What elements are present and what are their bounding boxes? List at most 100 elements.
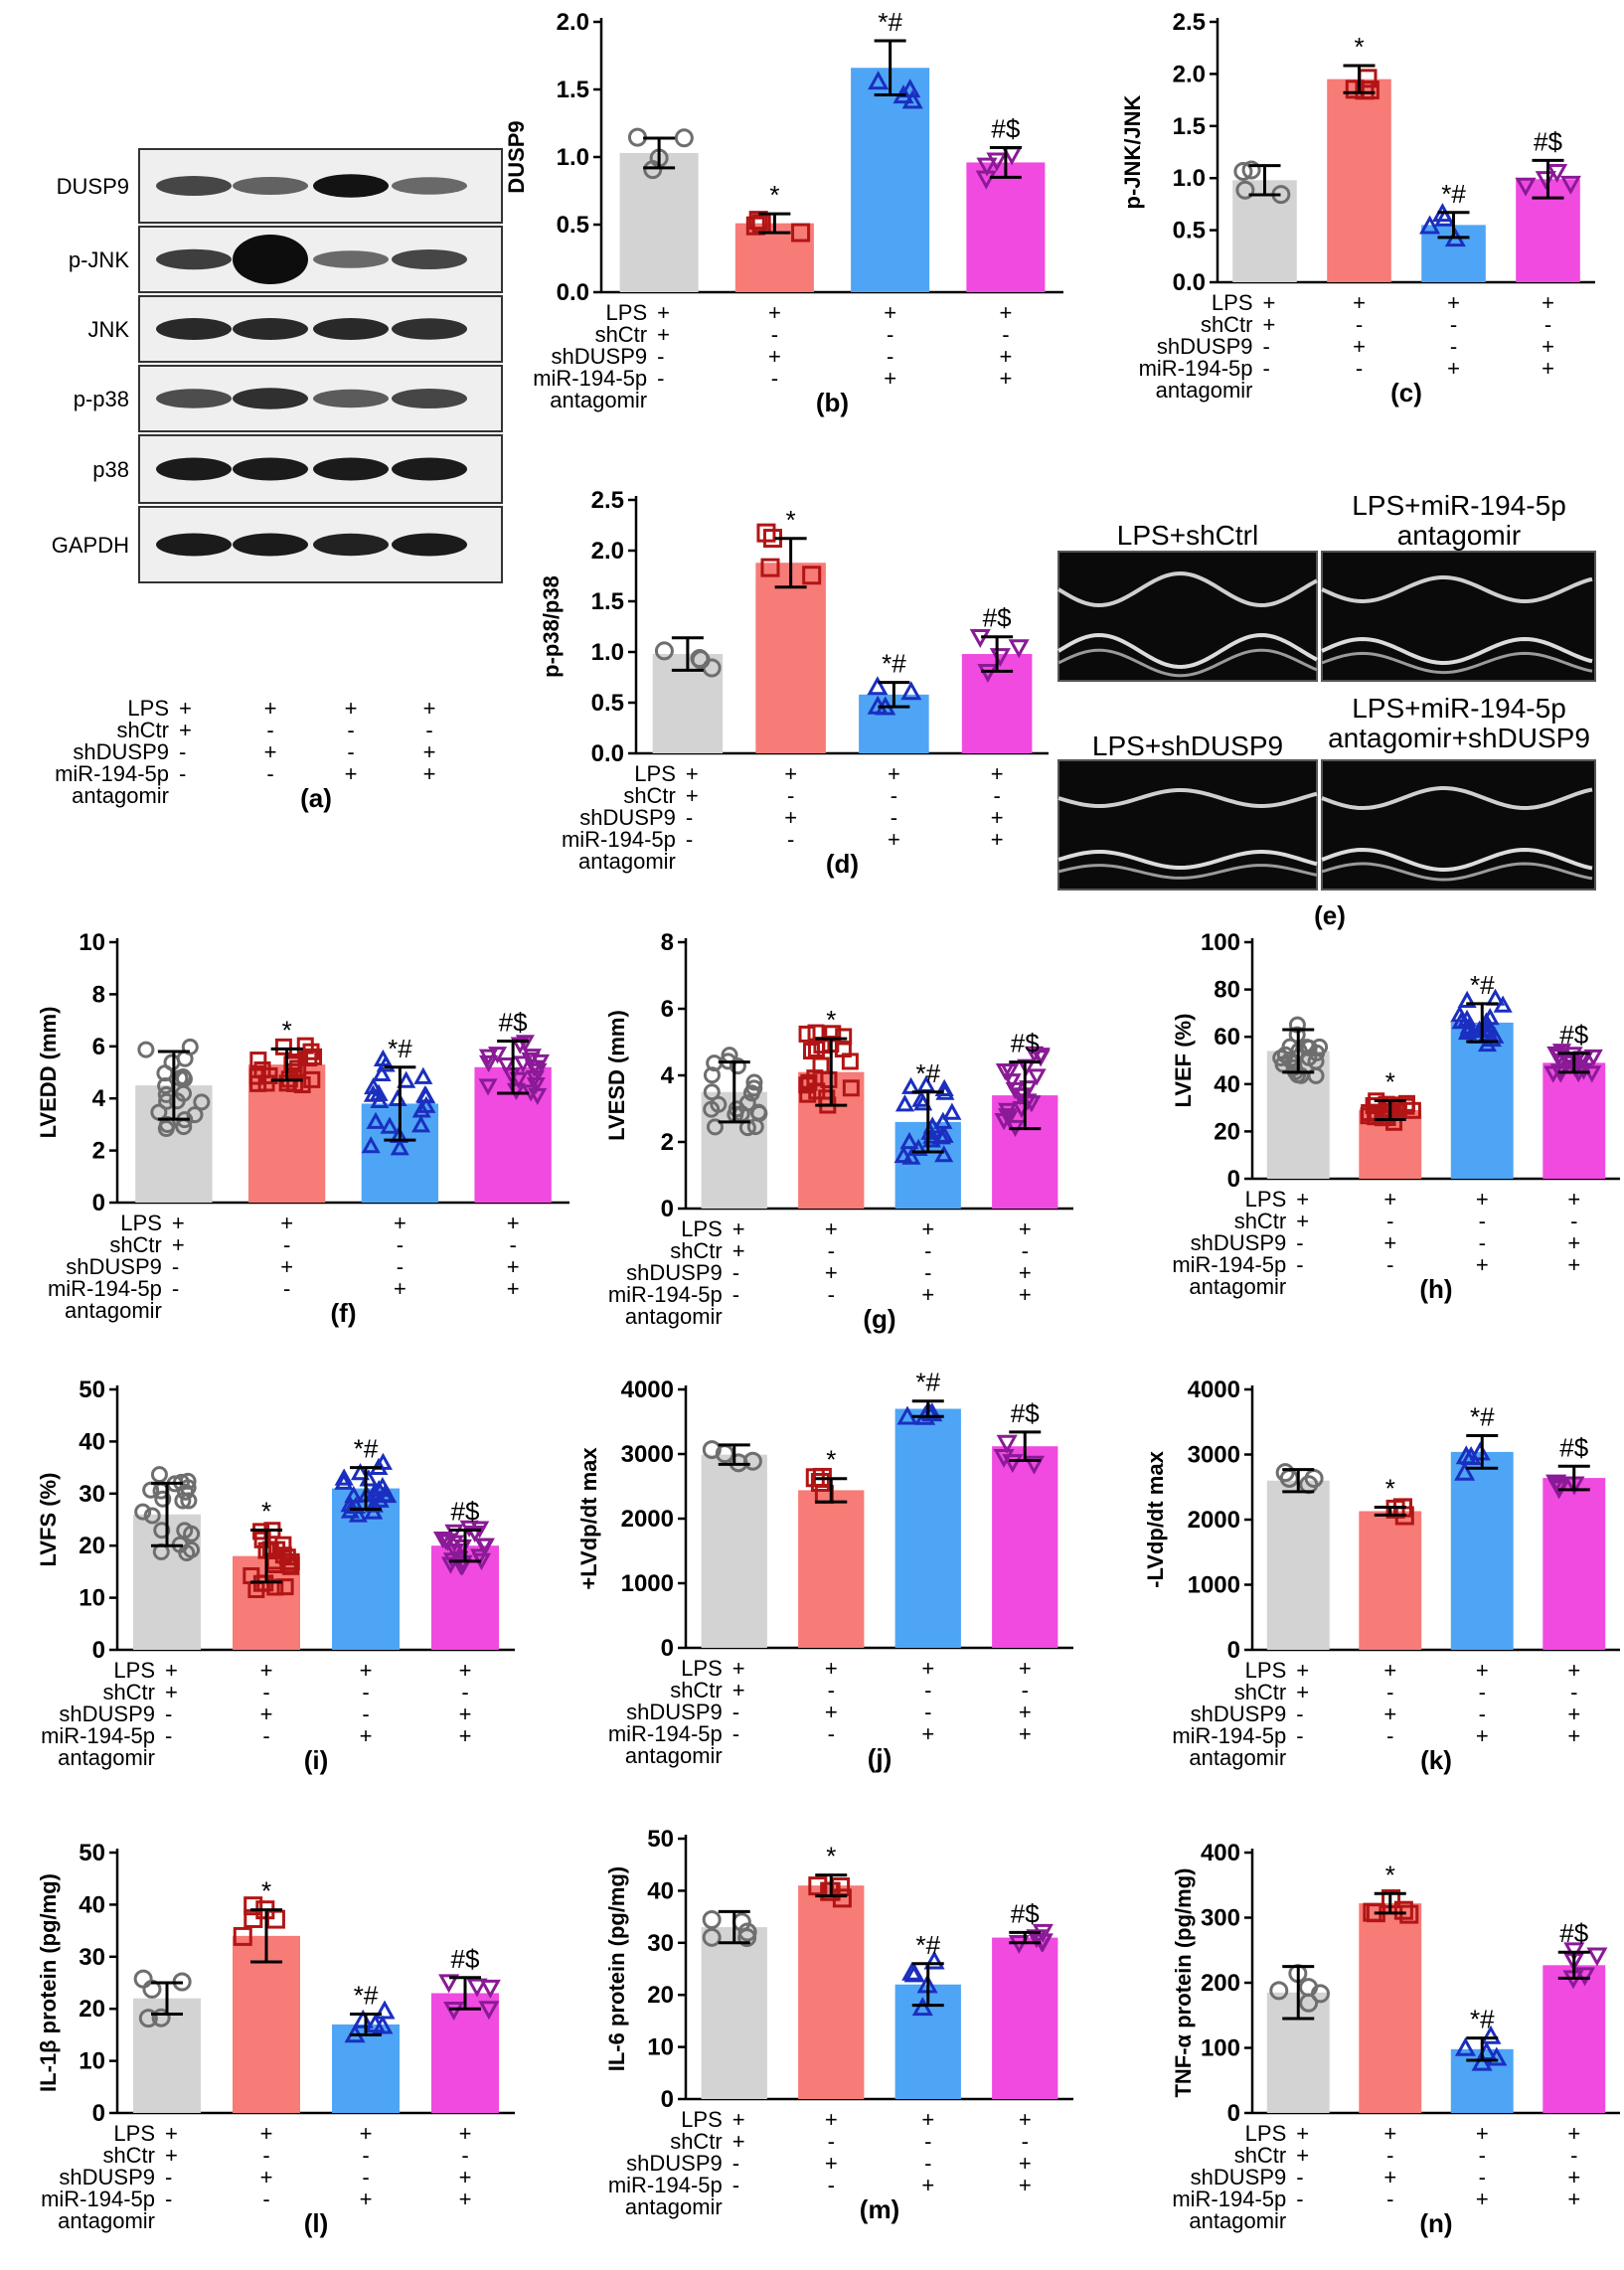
condition-mark: +: [459, 2165, 472, 2189]
condition-row-label: LPS: [1245, 2121, 1287, 2146]
panel-label: (i): [304, 1745, 329, 1775]
data-point: [1292, 1066, 1310, 1084]
blot-band: [313, 250, 389, 268]
panel-label: (d): [826, 849, 859, 879]
condition-mark: +: [1542, 356, 1554, 381]
condition-mark: +: [732, 1238, 745, 1263]
y-tick-label: 2000: [621, 1506, 674, 1533]
data-point: [366, 1111, 386, 1129]
data-point: [998, 1108, 1018, 1126]
condition-mark: +: [1019, 2107, 1032, 2132]
data-point: [334, 1472, 354, 1490]
condition-row-label: shDUSP9: [1191, 1702, 1287, 1726]
condition-mark: -: [1479, 1702, 1486, 1726]
condition-mark: -: [657, 344, 664, 369]
condition-mark: -: [1263, 334, 1270, 359]
y-tick-label: 10: [79, 1585, 105, 1612]
y-tick-label: 0: [1227, 1166, 1240, 1193]
y-tick-label: 300: [1201, 1905, 1240, 1932]
condition-mark: -: [891, 805, 897, 830]
data-point: [528, 1062, 548, 1081]
data-point: [1480, 2025, 1502, 2044]
condition-mark: -: [1002, 322, 1009, 347]
condition-mark: -: [347, 739, 354, 764]
data-point: [702, 1440, 722, 1460]
echo-wall-trace: [1057, 788, 1318, 809]
data-point: [416, 1095, 436, 1113]
echo-title: LPS+miR-194-5p: [1352, 693, 1566, 724]
condition-mark: +: [345, 696, 358, 721]
y-tick-label: 4: [661, 1062, 675, 1089]
condition-mark: +: [1447, 290, 1460, 315]
blot-band: [233, 235, 308, 284]
panel-label: (g): [863, 1304, 895, 1334]
condition-row-label: LPS: [634, 761, 676, 786]
data-point: [835, 1028, 853, 1046]
bar: [1450, 1451, 1514, 1650]
condition-mark: -: [1570, 1680, 1577, 1704]
condition-mark: -: [1479, 2143, 1486, 2168]
condition-mark: -: [262, 2187, 269, 2211]
condition-mark: +: [1567, 1723, 1580, 1748]
condition-mark: -: [924, 1260, 931, 1285]
data-point: [244, 1896, 263, 1916]
condition-mark: -: [179, 761, 186, 786]
data-point: [376, 1054, 396, 1072]
data-point: [702, 1927, 722, 1947]
significance-label: *#: [882, 649, 906, 679]
y-tick-label: 1.0: [1173, 165, 1206, 192]
condition-mark: +: [1296, 1187, 1309, 1212]
data-point: [993, 1448, 1015, 1468]
data-point: [438, 1974, 460, 1994]
y-tick-label: 1000: [621, 1570, 674, 1597]
condition-mark: +: [999, 300, 1012, 325]
data-point: [903, 1963, 925, 1983]
significance-label: *: [1385, 1474, 1395, 1504]
condition-row-label: LPS: [1245, 1658, 1287, 1683]
data-point: [1027, 1068, 1047, 1086]
condition-mark: +: [1567, 1702, 1580, 1726]
y-tick-label: 2.5: [1173, 9, 1206, 36]
condition-mark: +: [921, 1656, 934, 1681]
condition-mark: +: [1542, 334, 1554, 359]
y-tick-label: 80: [1214, 977, 1240, 1004]
data-point: [1457, 1022, 1478, 1041]
data-point: [350, 1463, 371, 1481]
condition-row-label: miR-194-5p: [1172, 2187, 1286, 2211]
data-point: [627, 127, 647, 147]
condition-mark: +: [884, 300, 896, 325]
condition-mark: -: [771, 322, 778, 347]
data-point: [142, 1979, 162, 1999]
condition-mark: -: [397, 1254, 404, 1279]
data-point: [746, 1118, 764, 1136]
condition-mark: -: [362, 2165, 369, 2189]
condition-mark: +: [264, 739, 277, 764]
blot-band-label: p-JNK: [69, 247, 129, 272]
significance-label: *: [826, 1842, 836, 1871]
condition-row-label: LPS: [120, 1211, 162, 1235]
data-point: [1241, 160, 1261, 180]
blot-band: [156, 176, 232, 196]
significance-label: *#: [1441, 179, 1466, 209]
significance-label: *#: [1470, 2005, 1495, 2034]
bar: [431, 1993, 499, 2113]
significance-label: #$: [1011, 1398, 1040, 1428]
data-point: [745, 1073, 763, 1091]
data-point: [745, 216, 765, 236]
data-point: [388, 1088, 407, 1106]
echo-wall-trace: [1057, 864, 1318, 880]
condition-row-label: shCtr: [102, 2143, 155, 2168]
data-point: [1477, 1034, 1498, 1053]
condition-mark: +: [732, 2129, 745, 2154]
data-point: [413, 1066, 433, 1084]
data-point: [1451, 1012, 1471, 1030]
bar: [992, 1446, 1058, 1648]
condition-mark: -: [686, 805, 693, 830]
bar: [798, 1490, 865, 1648]
significance-label: *#: [388, 1034, 412, 1063]
data-point: [690, 649, 710, 669]
condition-mark: -: [787, 783, 794, 808]
echo-image: [1321, 551, 1596, 682]
